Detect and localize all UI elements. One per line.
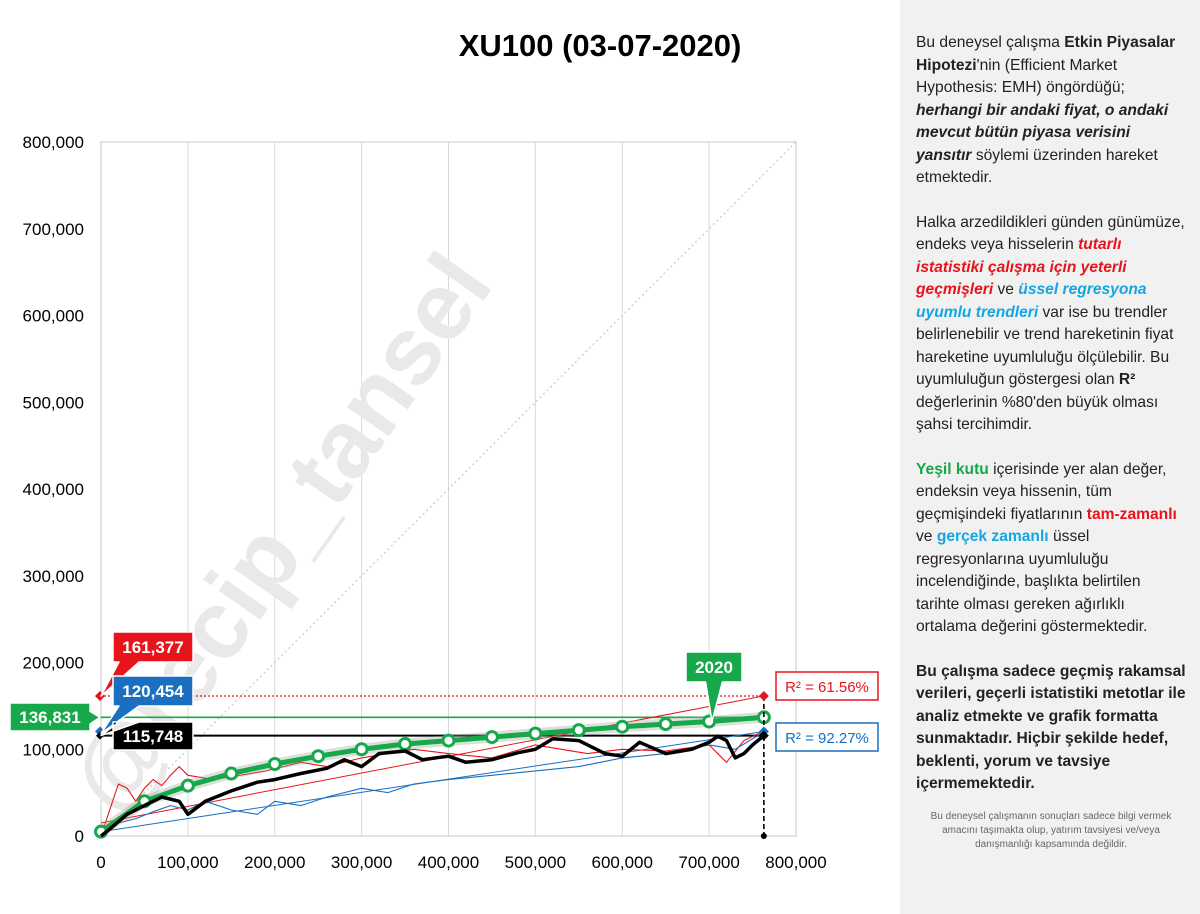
callout-label: 2020 <box>695 658 733 677</box>
chart-panel: 0 100,000 200,000 300,000 400,000 500,000 600,… <box>9 28 879 872</box>
r2-label: R² = 92.27% <box>775 722 879 752</box>
series-line <box>100 731 765 837</box>
text: 'nin (Efficient Market Hypothesis: EMH) … <box>916 56 1125 97</box>
series-point <box>311 749 326 764</box>
drop-point <box>760 833 767 839</box>
y-tick-label: 100,000 <box>23 740 84 759</box>
series-point <box>224 766 239 781</box>
text-r2: R² <box>1118 371 1136 388</box>
y-tick-label: 300,000 <box>23 567 84 586</box>
x-tick-label: 600,000 <box>592 853 653 872</box>
text: değerlerinin %80'den büyük olması şahsi … <box>916 393 1159 434</box>
x-tick-label: 700,000 <box>678 853 739 872</box>
callout-label: 136,831 <box>19 708 80 727</box>
callout: 115,748 <box>100 721 194 751</box>
text: Bu deneysel çalışma <box>916 34 1065 51</box>
text-cyan-highlight: üssel regresyona uyumlu trendleri <box>916 281 1147 321</box>
y-tick-label: 800,000 <box>23 133 84 152</box>
series-point <box>180 778 195 793</box>
callout: 2020 <box>685 651 743 723</box>
text: üssel regresyonlarına uyumluluğu incelen… <box>916 528 1148 635</box>
callout-box <box>9 702 101 732</box>
r2-box <box>775 722 879 752</box>
paragraph-green-box: Yeşil kutu içerisinde yer alan değer, en… <box>916 459 1186 639</box>
x-tick-label: 300,000 <box>331 853 392 872</box>
end-marker-red <box>758 691 769 702</box>
side-panel: Bu deneysel çalışma Etkin Piyasalar Hipo… <box>900 0 1200 914</box>
y-tick-label: 500,000 <box>23 393 84 412</box>
text-cyan-highlight: gerçek zamanlı <box>936 528 1049 545</box>
callout-box <box>100 721 194 751</box>
series-point <box>267 756 282 771</box>
callout-label: 115,748 <box>123 727 184 746</box>
callout-label: 120,454 <box>122 682 184 701</box>
disclaimer: Bu deneysel çalışmanın sonuçları sadece … <box>930 810 1172 850</box>
r2-text: R² = 61.56% <box>785 679 869 696</box>
series-line <box>99 734 766 838</box>
text-green-highlight: Yeşil kutu <box>916 460 989 478</box>
r2-label: R² = 61.56% <box>775 671 879 701</box>
series-point <box>658 717 673 732</box>
x-tick-label: 200,000 <box>244 853 305 872</box>
paragraph-trends: Halka arzedildikleri günden günümüze, en… <box>916 212 1186 437</box>
x-tick-label: 0 <box>96 853 105 872</box>
callout-box <box>100 675 194 735</box>
chart: 0 100,000 200,000 300,000 400,000 500,000 600,… <box>9 28 879 872</box>
end-marker-black <box>758 730 769 741</box>
y-tick-label: 700,000 <box>23 220 84 239</box>
chart-title: XU100 (03-07-2020) <box>459 28 742 63</box>
text-emh: Etkin Piyasalar Hipotezi <box>916 34 1176 74</box>
paragraph-notice: Bu çalışma sadece geçmiş rakamsal verile… <box>916 662 1186 793</box>
x-tick-label: 500,000 <box>505 853 566 872</box>
paragraph-emh: Bu deneysel çalışma Etkin Piyasalar Hipo… <box>916 32 1186 190</box>
callout-label: 161,377 <box>122 638 183 657</box>
text: ve <box>916 528 937 545</box>
y-tick-label: 200,000 <box>23 654 84 673</box>
series-point <box>398 737 413 752</box>
series-point <box>354 742 369 757</box>
text: içerisinde yer alan değer, endeksin veya… <box>916 460 1167 523</box>
text: ve <box>993 281 1019 298</box>
text-emh-quote: herhangi bir andaki fiyat, o andaki mevc… <box>916 101 1169 164</box>
y-tick-label: 0 <box>75 827 84 846</box>
x-tick-label: 800,000 <box>765 853 826 872</box>
series-point <box>528 726 543 741</box>
series-point <box>441 733 456 748</box>
series-point <box>615 719 630 734</box>
text: var ise bu trendler belirlenebilir ve tr… <box>916 303 1174 389</box>
text-red-highlight: tam-zamanlı <box>1086 505 1177 523</box>
text: Halka arzedildikleri günden günümüze, en… <box>916 213 1185 254</box>
series-line <box>99 714 765 834</box>
x-tick-label: 100,000 <box>157 853 218 872</box>
series-point <box>484 730 499 745</box>
x-tick-label: 400,000 <box>418 853 479 872</box>
callout-box <box>685 651 743 723</box>
series-point <box>571 723 586 738</box>
diagonal-line <box>100 141 797 837</box>
r2-box <box>775 671 879 701</box>
text-red-highlight: tutarlı istatistiki çalışma için yeterli… <box>916 236 1127 298</box>
r2-text: R² = 92.27% <box>785 730 869 747</box>
text: söylemi üzerinden hareket etmektedir. <box>916 146 1158 187</box>
callout: 136,831 <box>9 702 101 732</box>
callout: 120,454 <box>100 675 194 735</box>
y-tick-label: 600,000 <box>23 307 84 326</box>
y-tick-label: 400,000 <box>23 480 84 499</box>
